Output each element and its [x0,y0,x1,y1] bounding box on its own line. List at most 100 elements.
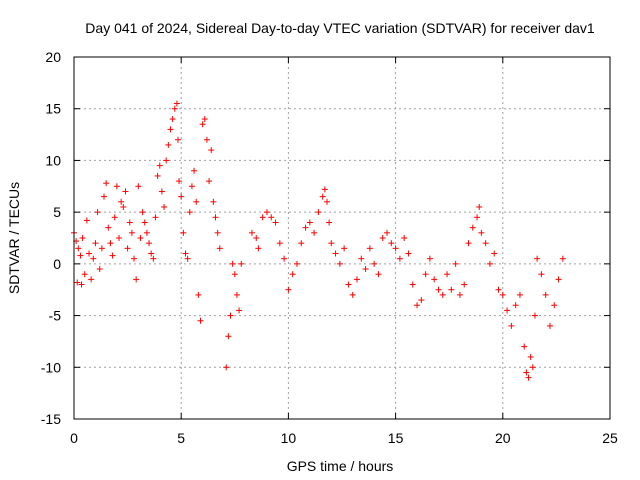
data-point [137,235,144,241]
data-point [128,229,135,236]
data-point [405,250,412,257]
data-point [439,291,446,298]
data-point [141,219,148,226]
data-point [146,240,153,247]
data-point [529,364,536,371]
data-point [401,235,408,241]
data-point [263,209,270,216]
x-tick-label: 25 [602,430,618,446]
data-point [227,312,234,319]
data-point [94,209,101,216]
data-point [311,229,318,236]
x-tick-label: 15 [388,430,404,446]
data-point [74,279,81,286]
data-point [171,105,178,112]
data-point [527,353,534,360]
data-point [158,188,165,195]
data-point [444,271,451,278]
data-point [203,136,210,143]
data-point [461,281,468,288]
plot-frame [73,56,611,420]
data-point [173,100,180,107]
data-point [302,224,309,231]
y-tick-label: 0 [53,256,61,272]
data-point [118,198,125,205]
data-point [116,235,123,241]
data-point [174,136,181,143]
data-point [555,276,562,283]
data-point [538,271,545,278]
x-tick-label: 5 [177,430,185,446]
ticks-layer: 0 5 10 15 20 25 -15 -10 -5 0 5 10 15 20 [41,49,618,446]
data-point [512,302,519,309]
data-point [559,255,566,262]
data-point [281,255,288,262]
data-point [167,126,174,133]
data-point [414,302,421,309]
data-point [435,286,442,293]
data-point [90,255,97,262]
data-point [486,260,493,267]
data-point [358,255,365,262]
data-point [111,214,118,221]
data-point [238,260,245,267]
data-point [75,245,82,252]
data-point [165,141,172,148]
data-point [105,224,112,231]
data-point [101,193,108,200]
data-point [469,224,476,231]
data-point [268,214,275,221]
data-point [208,147,215,154]
data-point [143,229,150,236]
data-point [495,286,502,293]
data-point [113,183,120,190]
data-point [131,255,138,262]
data-point [448,286,455,293]
data-point [534,255,541,262]
data-point [253,235,260,241]
data-point [176,178,183,185]
data-point [465,240,472,247]
data-point [206,178,213,185]
data-point [306,219,313,226]
data-point [214,229,221,236]
data-point [321,186,328,193]
data-point [345,281,352,288]
data-point [354,276,361,283]
data-point [482,240,489,247]
data-point [272,219,279,226]
data-point [120,203,127,210]
data-point [124,245,131,252]
data-point [210,198,217,205]
data-point [326,219,333,226]
data-point [422,271,429,278]
data-point [426,255,433,262]
data-point [216,245,223,252]
data-point [504,307,511,314]
data-point [516,291,523,298]
data-point [551,302,558,309]
data-point [341,245,348,252]
data-point [88,276,95,283]
data-point [231,271,238,278]
y-tick-label: -15 [41,411,61,427]
data-point [199,121,206,128]
data-point [452,260,459,267]
data-point [223,364,230,371]
data-point [182,250,189,257]
x-axis-title: GPS time / hours [287,458,394,474]
data-point [456,291,463,298]
data-point [418,297,425,304]
data-point [193,198,200,205]
data-points-layer [71,100,566,381]
data-point [186,209,193,216]
data-point [255,245,262,252]
data-point [392,245,399,252]
data-point [86,250,93,257]
data-point [98,245,105,252]
data-point [201,116,208,123]
data-point [96,266,103,273]
data-point [77,252,84,259]
data-point [135,183,142,190]
